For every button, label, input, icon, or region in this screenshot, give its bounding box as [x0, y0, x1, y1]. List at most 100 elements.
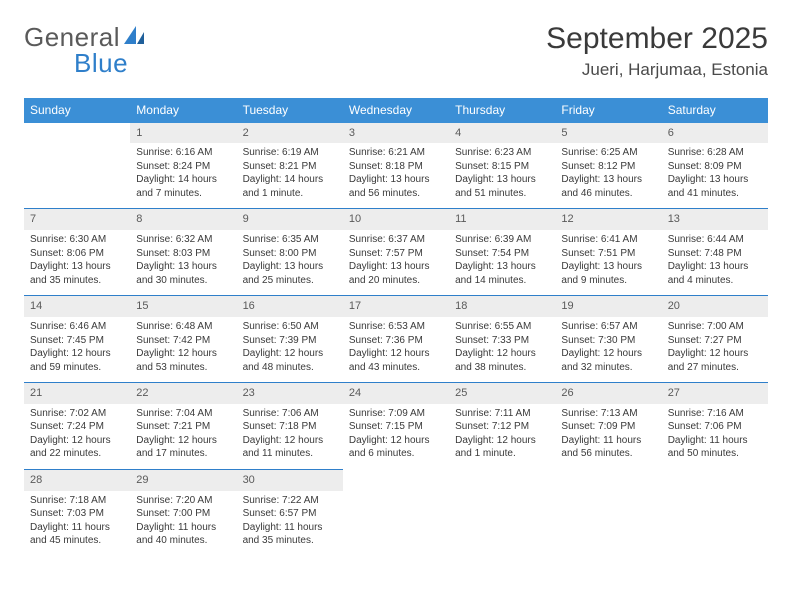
logo: General Blue	[24, 22, 148, 53]
sunrise-line: Sunrise: 7:02 AM	[30, 407, 124, 421]
calendar-row: 28Sunrise: 7:18 AMSunset: 7:03 PMDayligh…	[24, 469, 768, 555]
day-body: Sunrise: 7:18 AMSunset: 7:03 PMDaylight:…	[24, 491, 130, 556]
sunrise-line: Sunrise: 6:41 AM	[561, 233, 655, 247]
calendar-cell: 17Sunrise: 6:53 AMSunset: 7:36 PMDayligh…	[343, 296, 449, 383]
calendar-row: 21Sunrise: 7:02 AMSunset: 7:24 PMDayligh…	[24, 383, 768, 470]
day-number: 26	[555, 383, 661, 404]
calendar-cell: 20Sunrise: 7:00 AMSunset: 7:27 PMDayligh…	[662, 296, 768, 383]
daylight-line: Daylight: 13 hours and 20 minutes.	[349, 260, 443, 287]
daylight-line: Daylight: 12 hours and 53 minutes.	[136, 347, 230, 374]
calendar-cell: 4Sunrise: 6:23 AMSunset: 8:15 PMDaylight…	[449, 123, 555, 209]
day-body: Sunrise: 6:25 AMSunset: 8:12 PMDaylight:…	[555, 143, 661, 208]
daylight-line: Daylight: 13 hours and 56 minutes.	[349, 173, 443, 200]
calendar-cell: 3Sunrise: 6:21 AMSunset: 8:18 PMDaylight…	[343, 123, 449, 209]
daylight-line: Daylight: 12 hours and 6 minutes.	[349, 434, 443, 461]
sunset-line: Sunset: 7:36 PM	[349, 334, 443, 348]
day-body: Sunrise: 6:37 AMSunset: 7:57 PMDaylight:…	[343, 230, 449, 295]
daylight-line: Daylight: 11 hours and 35 minutes.	[243, 521, 337, 548]
day-body: Sunrise: 6:50 AMSunset: 7:39 PMDaylight:…	[237, 317, 343, 382]
calendar-cell: 11Sunrise: 6:39 AMSunset: 7:54 PMDayligh…	[449, 209, 555, 296]
day-number: 2	[237, 123, 343, 144]
sunrise-line: Sunrise: 6:28 AM	[668, 146, 762, 160]
calendar-row: 1Sunrise: 6:16 AMSunset: 8:24 PMDaylight…	[24, 123, 768, 209]
daylight-line: Daylight: 11 hours and 56 minutes.	[561, 434, 655, 461]
sunrise-line: Sunrise: 7:09 AM	[349, 407, 443, 421]
day-body: Sunrise: 6:48 AMSunset: 7:42 PMDaylight:…	[130, 317, 236, 382]
daylight-line: Daylight: 14 hours and 1 minute.	[243, 173, 337, 200]
calendar-cell: 28Sunrise: 7:18 AMSunset: 7:03 PMDayligh…	[24, 469, 130, 555]
sunset-line: Sunset: 8:03 PM	[136, 247, 230, 261]
sunrise-line: Sunrise: 6:44 AM	[668, 233, 762, 247]
daylight-line: Daylight: 14 hours and 7 minutes.	[136, 173, 230, 200]
calendar-cell: 24Sunrise: 7:09 AMSunset: 7:15 PMDayligh…	[343, 383, 449, 470]
sunset-line: Sunset: 7:09 PM	[561, 420, 655, 434]
sunset-line: Sunset: 8:00 PM	[243, 247, 337, 261]
day-body: Sunrise: 7:13 AMSunset: 7:09 PMDaylight:…	[555, 404, 661, 469]
sunset-line: Sunset: 8:09 PM	[668, 160, 762, 174]
day-number: 30	[237, 470, 343, 491]
page-title: September 2025	[546, 22, 768, 56]
day-body: Sunrise: 7:02 AMSunset: 7:24 PMDaylight:…	[24, 404, 130, 469]
daylight-line: Daylight: 12 hours and 22 minutes.	[30, 434, 124, 461]
sunset-line: Sunset: 8:12 PM	[561, 160, 655, 174]
calendar-row: 14Sunrise: 6:46 AMSunset: 7:45 PMDayligh…	[24, 296, 768, 383]
sunrise-line: Sunrise: 6:19 AM	[243, 146, 337, 160]
daylight-line: Daylight: 12 hours and 59 minutes.	[30, 347, 124, 374]
day-number: 15	[130, 296, 236, 317]
sunset-line: Sunset: 7:33 PM	[455, 334, 549, 348]
daylight-line: Daylight: 13 hours and 4 minutes.	[668, 260, 762, 287]
sunrise-line: Sunrise: 7:04 AM	[136, 407, 230, 421]
sunset-line: Sunset: 6:57 PM	[243, 507, 337, 521]
sunset-line: Sunset: 7:18 PM	[243, 420, 337, 434]
daylight-line: Daylight: 12 hours and 48 minutes.	[243, 347, 337, 374]
day-body: Sunrise: 6:53 AMSunset: 7:36 PMDaylight:…	[343, 317, 449, 382]
sunrise-line: Sunrise: 7:18 AM	[30, 494, 124, 508]
calendar-cell: 9Sunrise: 6:35 AMSunset: 8:00 PMDaylight…	[237, 209, 343, 296]
day-body: Sunrise: 7:00 AMSunset: 7:27 PMDaylight:…	[662, 317, 768, 382]
location: Jueri, Harjumaa, Estonia	[546, 60, 768, 80]
sunset-line: Sunset: 7:54 PM	[455, 247, 549, 261]
sunrise-line: Sunrise: 6:23 AM	[455, 146, 549, 160]
daylight-line: Daylight: 13 hours and 14 minutes.	[455, 260, 549, 287]
sunrise-line: Sunrise: 6:16 AM	[136, 146, 230, 160]
calendar-cell: 22Sunrise: 7:04 AMSunset: 7:21 PMDayligh…	[130, 383, 236, 470]
day-body: Sunrise: 7:22 AMSunset: 6:57 PMDaylight:…	[237, 491, 343, 556]
sunrise-line: Sunrise: 6:25 AM	[561, 146, 655, 160]
title-block: September 2025 Jueri, Harjumaa, Estonia	[546, 22, 768, 80]
calendar-cell: 30Sunrise: 7:22 AMSunset: 6:57 PMDayligh…	[237, 469, 343, 555]
calendar-cell: 21Sunrise: 7:02 AMSunset: 7:24 PMDayligh…	[24, 383, 130, 470]
daylight-line: Daylight: 12 hours and 32 minutes.	[561, 347, 655, 374]
daylight-line: Daylight: 13 hours and 9 minutes.	[561, 260, 655, 287]
sunrise-line: Sunrise: 6:57 AM	[561, 320, 655, 334]
calendar-cell: 13Sunrise: 6:44 AMSunset: 7:48 PMDayligh…	[662, 209, 768, 296]
weekday-header: Friday	[555, 98, 661, 123]
calendar-cell	[555, 469, 661, 555]
day-number: 17	[343, 296, 449, 317]
day-number: 16	[237, 296, 343, 317]
day-number: 11	[449, 209, 555, 230]
sunset-line: Sunset: 8:15 PM	[455, 160, 549, 174]
calendar-cell	[662, 469, 768, 555]
weekday-header: Saturday	[662, 98, 768, 123]
daylight-line: Daylight: 12 hours and 17 minutes.	[136, 434, 230, 461]
day-number: 21	[24, 383, 130, 404]
daylight-line: Daylight: 13 hours and 51 minutes.	[455, 173, 549, 200]
calendar-cell: 10Sunrise: 6:37 AMSunset: 7:57 PMDayligh…	[343, 209, 449, 296]
daylight-line: Daylight: 12 hours and 38 minutes.	[455, 347, 549, 374]
calendar-cell: 18Sunrise: 6:55 AMSunset: 7:33 PMDayligh…	[449, 296, 555, 383]
day-body: Sunrise: 7:06 AMSunset: 7:18 PMDaylight:…	[237, 404, 343, 469]
daylight-line: Daylight: 13 hours and 46 minutes.	[561, 173, 655, 200]
day-body: Sunrise: 6:55 AMSunset: 7:33 PMDaylight:…	[449, 317, 555, 382]
sunset-line: Sunset: 8:06 PM	[30, 247, 124, 261]
calendar-row: 7Sunrise: 6:30 AMSunset: 8:06 PMDaylight…	[24, 209, 768, 296]
sunset-line: Sunset: 7:24 PM	[30, 420, 124, 434]
weekday-header: Wednesday	[343, 98, 449, 123]
sunset-line: Sunset: 7:15 PM	[349, 420, 443, 434]
calendar-cell: 5Sunrise: 6:25 AMSunset: 8:12 PMDaylight…	[555, 123, 661, 209]
day-number: 29	[130, 470, 236, 491]
day-number: 1	[130, 123, 236, 144]
sunrise-line: Sunrise: 6:55 AM	[455, 320, 549, 334]
daylight-line: Daylight: 13 hours and 41 minutes.	[668, 173, 762, 200]
day-body: Sunrise: 7:04 AMSunset: 7:21 PMDaylight:…	[130, 404, 236, 469]
day-body: Sunrise: 7:11 AMSunset: 7:12 PMDaylight:…	[449, 404, 555, 469]
